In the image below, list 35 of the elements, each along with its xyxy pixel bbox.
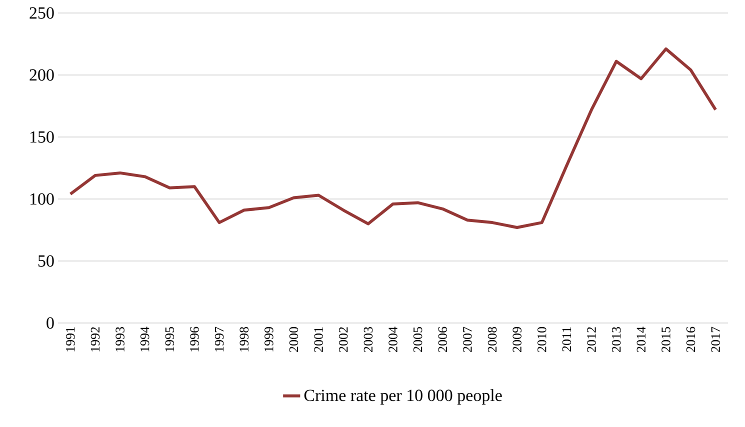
x-tick-label: 2007 xyxy=(463,326,472,352)
y-tick-label: 100 xyxy=(30,193,54,205)
x-tick-label: 2015 xyxy=(662,327,670,352)
y-tick-label: 0 xyxy=(46,317,54,329)
y-tick-label: 50 xyxy=(38,255,54,267)
x-tick-label: 1992 xyxy=(90,327,100,352)
x-tick-label: 1993 xyxy=(116,327,124,352)
x-tick-label: 2008 xyxy=(488,327,497,352)
x-tick-label: 2009 xyxy=(512,327,522,352)
x-tick-label: 2004 xyxy=(388,326,398,352)
y-tick-label: 250 xyxy=(30,7,54,19)
x-tick-label: 2012 xyxy=(587,327,596,352)
x-tick-label: 2017 xyxy=(711,326,720,352)
x-tick-label: 2014 xyxy=(636,326,646,352)
x-tick-label: 1999 xyxy=(264,327,274,352)
x-tick-label: 1998 xyxy=(240,327,248,352)
x-tick-label: 2001 xyxy=(314,327,323,352)
x-tick-label: 2006 xyxy=(438,326,448,352)
y-tick-label: 200 xyxy=(30,69,54,81)
x-tick-label: 2003 xyxy=(364,327,373,352)
x-tick-label: 1994 xyxy=(140,326,150,352)
x-tick-label: 2005 xyxy=(413,327,422,352)
y-tick-label: 150 xyxy=(30,131,54,143)
x-tick-label: 2010 xyxy=(538,327,546,352)
x-tick-label: 1996 xyxy=(190,326,199,352)
line-series xyxy=(68,47,718,230)
x-tick-label: 2002 xyxy=(338,327,348,352)
x-tick-label: 2016 xyxy=(686,326,696,352)
x-tick-label: 2013 xyxy=(612,327,621,352)
x-tick-label: 2011 xyxy=(562,327,572,352)
legend-label: Crime rate per 10 000 people xyxy=(304,389,502,405)
x-tick-label: 1991 xyxy=(66,327,75,352)
x-tick-label: 2000 xyxy=(289,327,298,352)
x-tick-label: 1995 xyxy=(165,327,174,352)
x-tick-label: 1997 xyxy=(214,326,224,352)
